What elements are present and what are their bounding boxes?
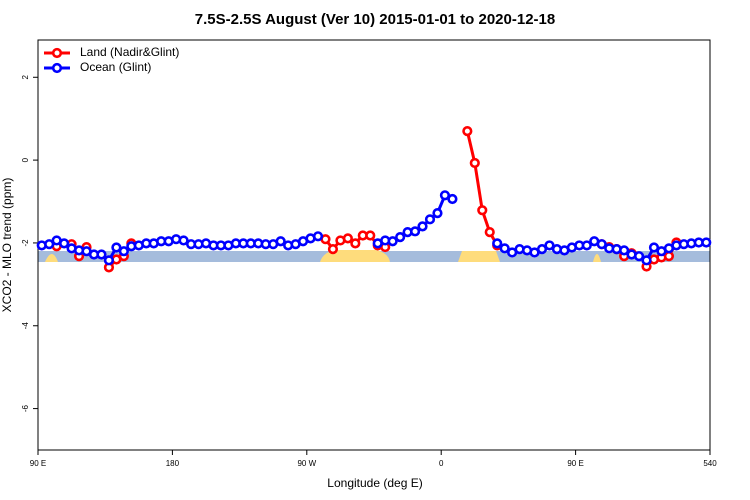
point [424,214,436,225]
point [395,232,406,243]
point [484,227,495,238]
x-tick-label: 0 [439,459,444,468]
point [536,244,548,255]
legend-marker [51,62,63,74]
x-tick-label: 90 E [30,459,46,468]
point [409,226,421,237]
legend-label: Land (Nadir&Glint) [80,45,179,59]
x-tick-label: 90 E [567,459,583,468]
point [462,126,473,137]
x-tick-label: 90 W [297,459,316,468]
point [581,240,592,251]
point [44,239,55,250]
point [96,249,107,260]
point [59,238,70,249]
point [477,205,488,216]
x-tick-label: 180 [166,459,180,468]
point [111,242,122,253]
y-axis-label: XCO2 - MLO trend (ppm) [0,178,14,313]
point [492,238,503,249]
point [663,251,675,262]
point [544,240,555,251]
point [327,244,339,255]
point [417,221,428,232]
chart-title: 7.5S-2.5S August (Ver 10) 2015-01-01 to … [195,11,555,28]
point [641,255,652,266]
legend-label: Ocean (Glint) [80,60,151,74]
point [342,233,353,244]
point [439,190,451,201]
point [432,208,443,219]
y-tick-label: -6 [21,404,30,412]
y-tick-label: -2 [21,239,30,247]
y-tick-label: 0 [21,157,30,162]
land-mask [458,251,500,262]
point [648,242,660,253]
point [596,239,607,250]
land-mask [320,250,390,262]
point [178,235,189,246]
point [499,243,510,254]
point [118,246,129,257]
y-tick-label: -4 [21,322,30,330]
point [103,255,115,266]
point [469,157,480,169]
point [633,251,645,262]
point [365,230,376,241]
point [387,236,398,247]
point [619,245,630,256]
y-tick-label: 2 [21,74,30,79]
point [312,231,324,242]
point [350,238,361,249]
land-mask [45,254,58,262]
point [447,193,458,205]
point [275,236,286,247]
x-tick-label: 540 [703,459,717,468]
x-axis-label: Longitude (deg E) [327,476,422,490]
land-mask [593,254,601,262]
legend-marker [51,47,63,59]
point [701,237,712,248]
